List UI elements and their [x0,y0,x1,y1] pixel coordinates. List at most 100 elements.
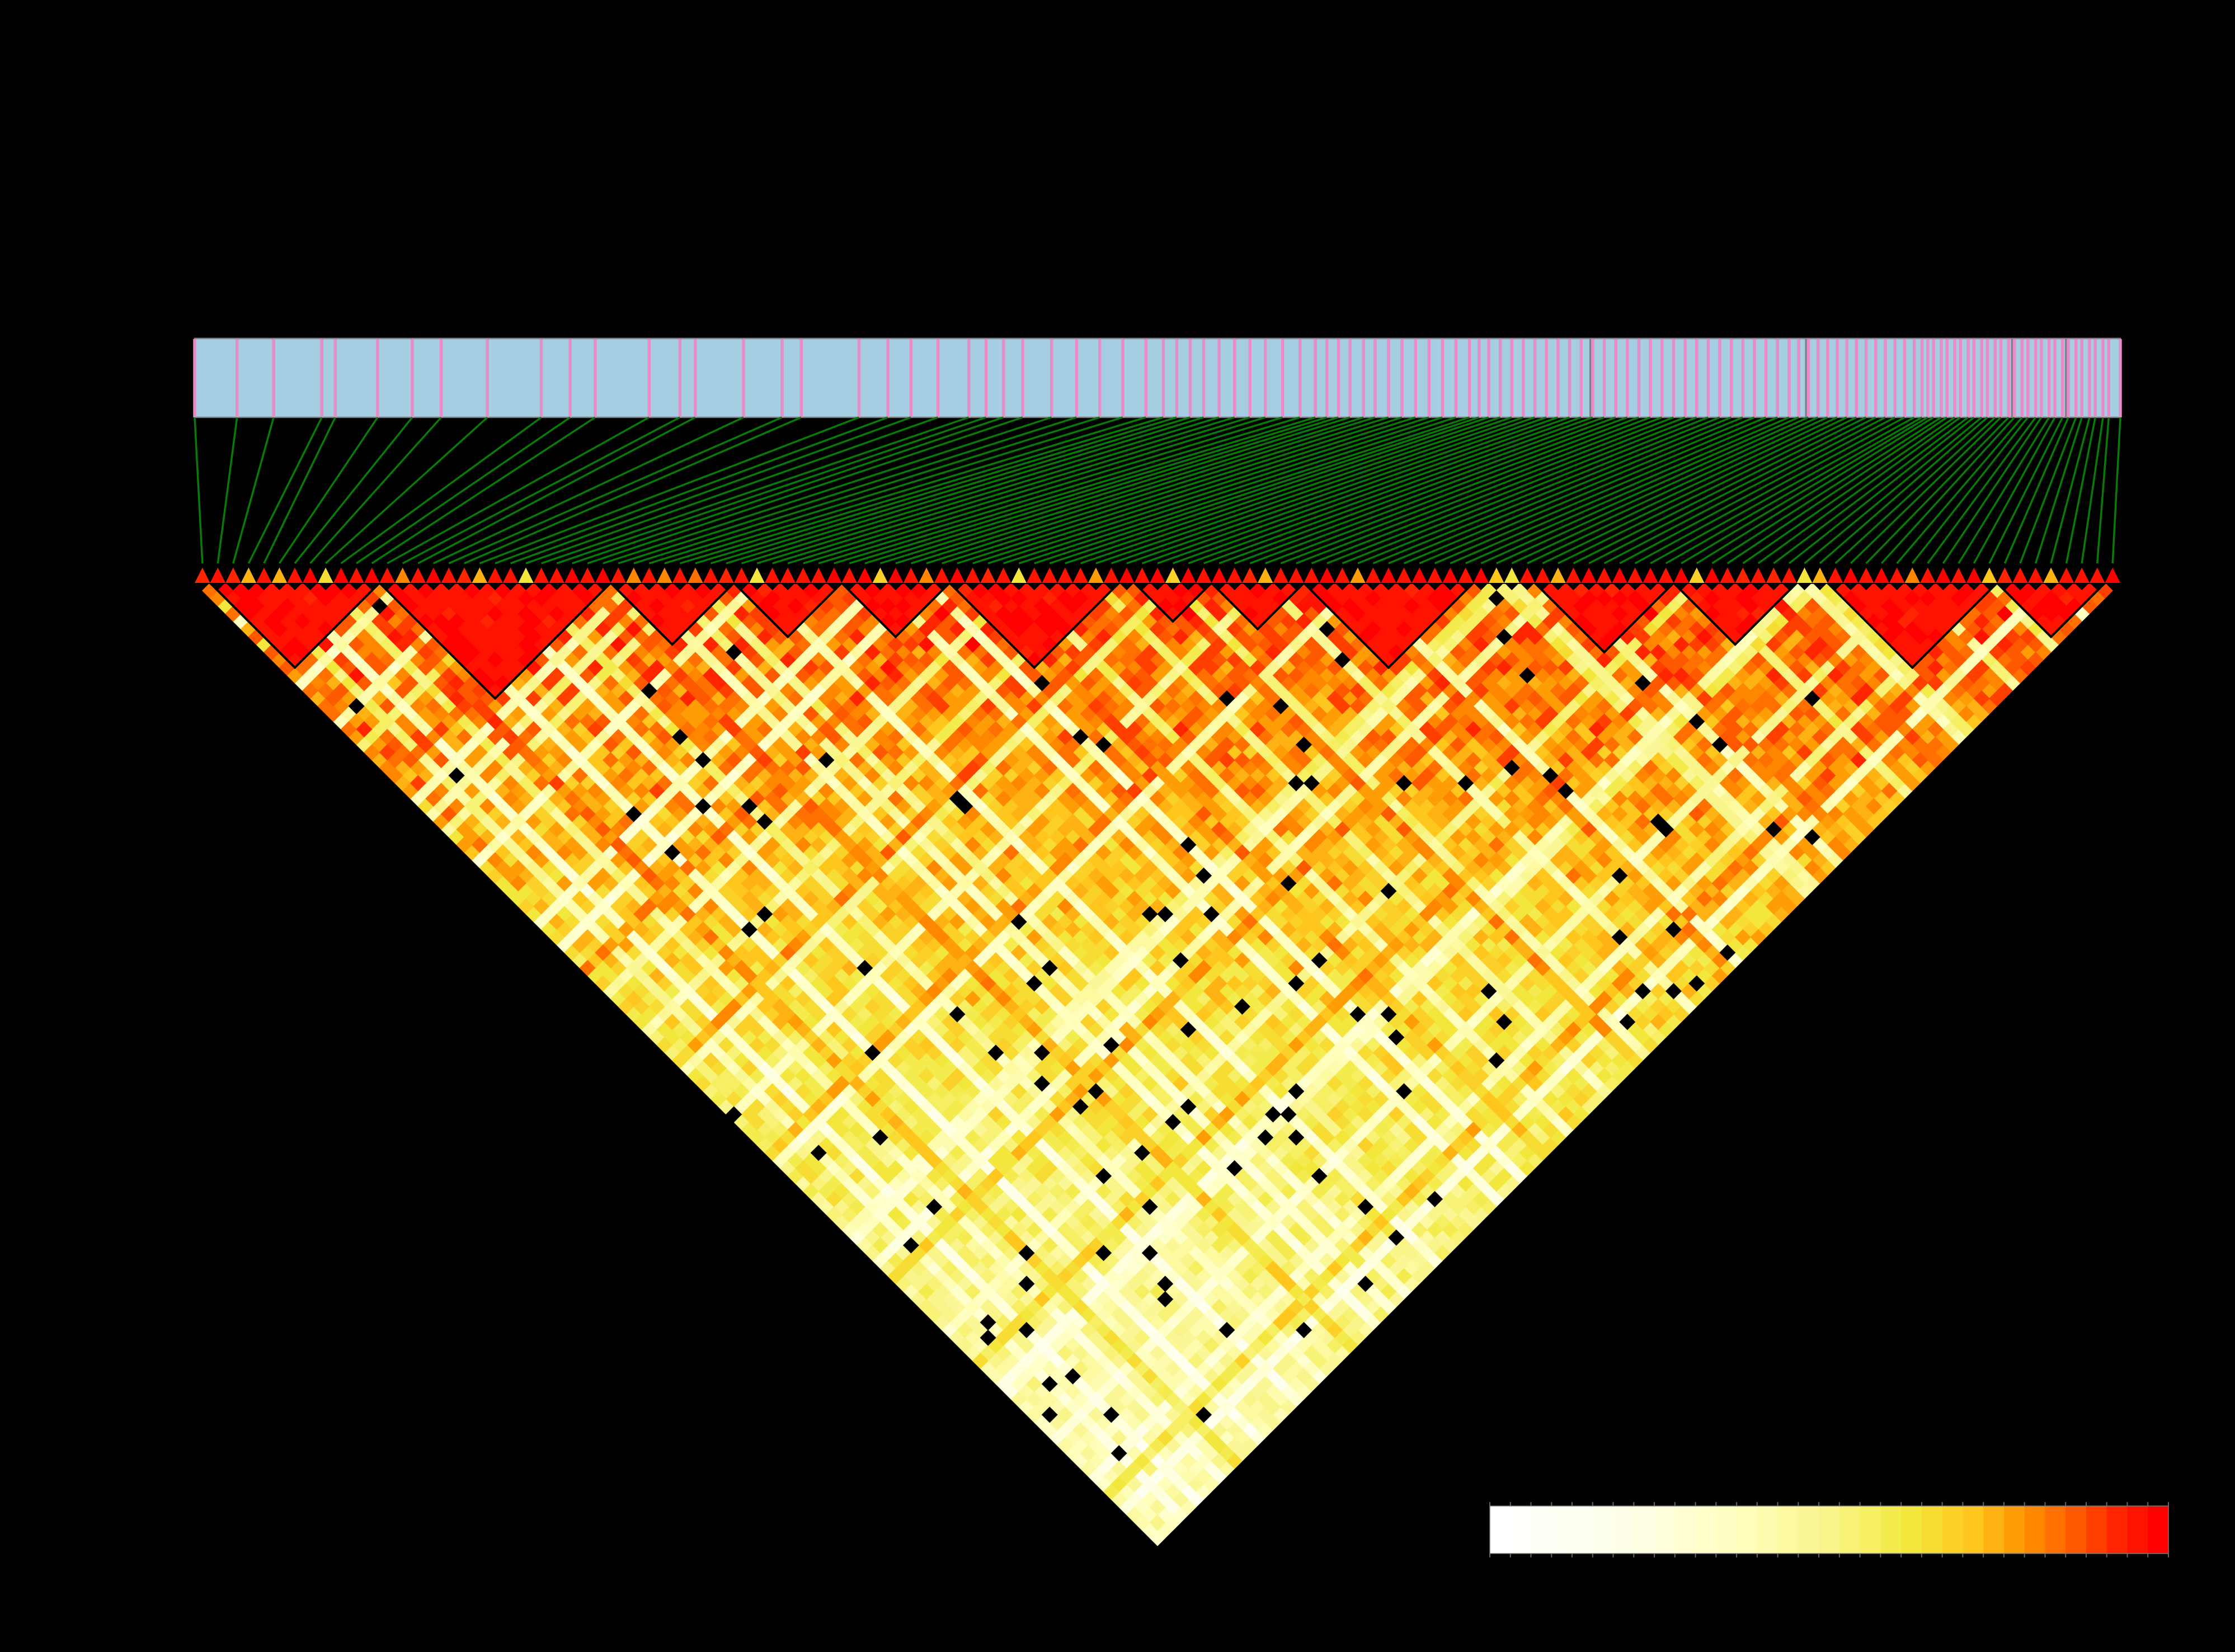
connector-line [1249,416,1640,564]
connector-line [1988,417,2064,564]
connector-line [1942,417,2043,564]
connector-line [648,416,1123,564]
connector-line [1865,416,2010,564]
connector-line [525,416,939,564]
connector-line [1711,416,1942,564]
connector-line [1126,416,1547,564]
connector-line [926,416,1389,564]
connector-line [1172,416,1582,564]
color-key-step [1921,1506,1943,1554]
connector-line [1203,416,1605,564]
connector-line [1958,417,2050,564]
color-key-step [1798,1506,1819,1554]
ld-cells-level-25 [286,590,2036,1146]
connector-line [618,416,1077,564]
ld-cells-level-31 [225,582,2098,699]
connector-line [1003,416,1457,564]
connector-line [278,417,379,564]
connector-line [818,416,1301,564]
connector-line [1480,416,1809,564]
connector-line [2111,417,2121,564]
color-key-step [1674,1506,1696,1554]
connector-line [2065,417,2097,564]
snp-diagonal-triangle-row [195,567,2120,583]
color-key-step [1942,1506,1964,1554]
connector-line [1619,416,1896,564]
connector-line [664,416,1146,564]
connector-line [2019,417,2077,564]
connector-line [787,416,1266,564]
connector-line [1804,416,1983,564]
color-key-step [1839,1506,1861,1554]
connector-line [1342,416,1709,564]
connector-line [1634,416,1905,564]
diagonal-triangles [195,567,2013,583]
color-key-step [1572,1506,1593,1554]
ld-cell-field [202,582,2113,1546]
connector-line [1819,416,1988,564]
connector-line [1018,416,1470,564]
connector-line [371,416,596,564]
color-key-step [1963,1506,1984,1554]
ld-cells-level-32 [217,582,2082,691]
diagonal-triangles [302,567,2120,583]
connector-line [1419,416,1767,564]
color-key-step [1880,1506,1902,1554]
connector-line [1403,416,1755,564]
connector-line [1573,416,1867,564]
ld-cells-level-9 [433,736,1805,1446]
color-key-step [1777,1506,1799,1554]
connector-line [247,417,323,564]
connector-line [1511,416,1828,564]
connector-line [1311,416,1686,564]
connector-line [1588,416,1876,564]
connector-line [1834,416,1996,564]
color-key-step [1613,1506,1634,1554]
ld-cells-level-30 [302,582,2075,769]
connector-line [1157,416,1570,564]
ld-cells-level-24 [240,621,1990,1246]
connector-line [464,416,802,564]
color-key-step [1510,1506,1532,1554]
connector-line [1558,416,1857,564]
diagonal-triangles [210,567,2105,583]
ld-cells-level-10 [309,644,1928,1546]
connector-line [448,416,783,564]
color-key-step [2003,1506,2025,1554]
connector-line [1650,416,1915,564]
connector-line [324,416,488,564]
connector-line [294,416,413,564]
color-key-border [1489,1505,2169,1554]
connector-line [941,416,1403,564]
connector-line [2081,417,2104,564]
connector-line [864,416,1339,564]
color-key-step [1531,1506,1552,1554]
connector-line [1372,416,1732,564]
connector-line [710,416,1191,564]
connector-line [895,416,1364,564]
connector-line [1757,416,1961,564]
connector-line [1603,416,1886,564]
connector-line [1788,416,1975,564]
color-key-step [2106,1506,2128,1554]
snp-position-ticks [193,338,2122,417]
connector-line [510,416,911,564]
connector-line [1527,416,1838,564]
connector-line [194,417,204,564]
diagonal-triangles [688,567,703,583]
connector-line [309,416,442,564]
connector-line [603,416,1052,564]
ld-cells-level-14 [317,590,2021,1523]
connector-line [910,416,1376,564]
connector-line [263,417,336,564]
connector-line [1188,416,1593,564]
color-key-step [1592,1506,1614,1554]
diagonal-triangles [318,567,333,583]
color-key-step [1716,1506,1737,1554]
connector-line [1850,416,2002,564]
physical-map-bar [194,337,2121,418]
connector-line [1357,416,1720,564]
connector-line [834,416,1316,564]
connector-line [1234,416,1628,564]
